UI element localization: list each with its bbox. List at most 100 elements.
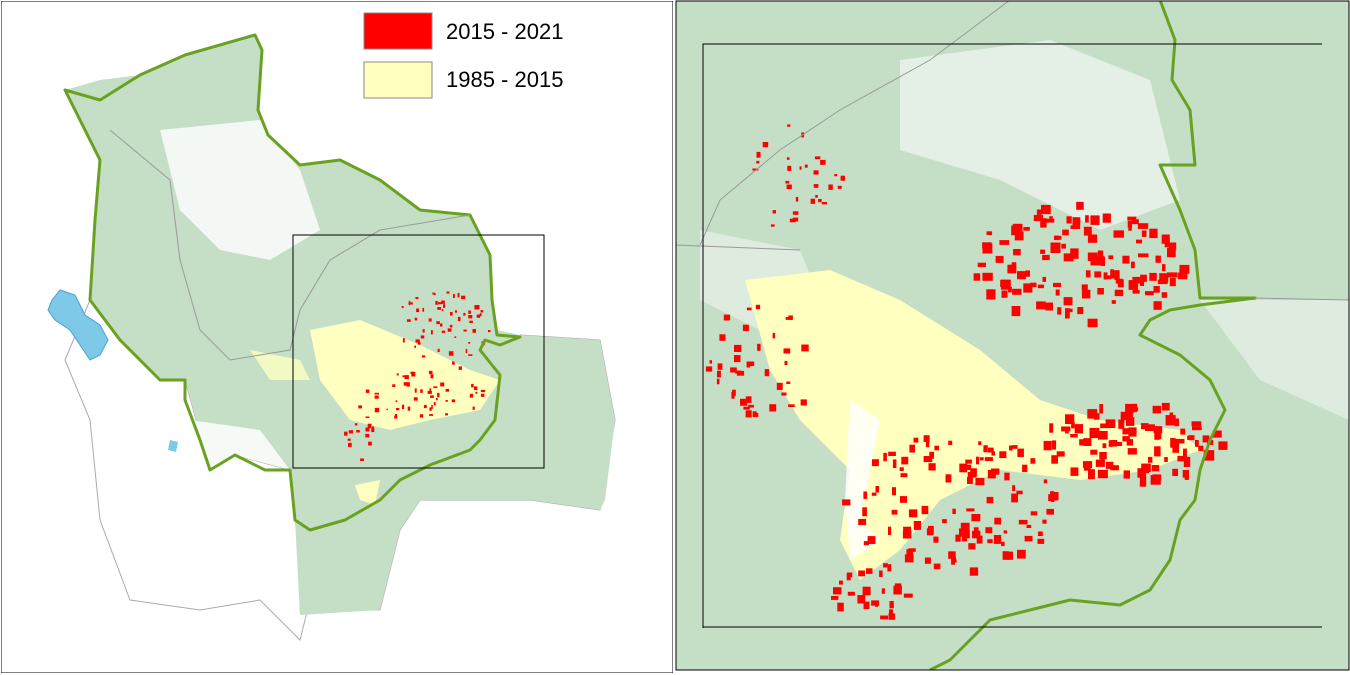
deforestation-2015-2021: [723, 314, 731, 321]
deforestation-2015-2021: [871, 492, 877, 496]
deforestation-2015-2021: [1030, 511, 1038, 516]
non-forest-area: [1200, 300, 1349, 420]
deforestation-2015-2021: [1154, 429, 1162, 440]
deforestation-2015-2021: [1128, 427, 1137, 437]
deforestation-2015-2021: [1056, 451, 1065, 457]
deforestation-2015-2021: [445, 413, 448, 416]
deforestation-2015-2021: [438, 302, 442, 305]
deforestation-2015-2021: [408, 302, 413, 305]
deforestation-2015-2021: [1051, 495, 1055, 502]
deforestation-2015-2021: [448, 351, 454, 356]
deforestation-2015-2021: [892, 487, 896, 496]
deforestation-2015-2021: [1061, 426, 1071, 432]
deforestation-2015-2021: [1038, 531, 1043, 537]
deforestation-2015-2021: [433, 292, 436, 296]
deforestation-2015-2021: [1137, 468, 1147, 478]
deforestation-2015-2021: [982, 272, 993, 281]
deforestation-2015-2021: [1057, 307, 1062, 315]
deforestation-2015-2021: [422, 329, 425, 333]
deforestation-2015-2021: [407, 406, 411, 411]
deforestation-2015-2021: [902, 530, 912, 539]
legend-label: 2015 - 2021: [446, 19, 563, 44]
deforestation-2015-2021: [867, 536, 876, 544]
deforestation-2015-2021: [403, 382, 408, 386]
deforestation-2015-2021: [428, 370, 433, 375]
deforestation-2015-2021: [468, 342, 471, 344]
deforestation-2015-2021: [888, 526, 892, 535]
deforestation-2015-2021: [1074, 424, 1083, 434]
deforestation-2015-2021: [1023, 227, 1030, 231]
deforestation-2015-2021: [1183, 456, 1191, 467]
deforestation-2015-2021: [365, 416, 370, 418]
deforestation-2015-2021: [1132, 290, 1140, 294]
deforestation-2015-2021: [406, 382, 410, 387]
deforestation-2015-2021: [1155, 255, 1161, 263]
deforestation-2015-2021: [887, 564, 892, 572]
deforestation-2015-2021: [705, 366, 713, 372]
deforestation-2015-2021: [837, 185, 842, 189]
deforestation-2015-2021: [468, 354, 473, 356]
legend-swatch: [363, 12, 433, 50]
deforestation-2015-2021: [414, 388, 417, 393]
deforestation-2015-2021: [977, 262, 986, 267]
deforestation-2015-2021: [1042, 254, 1050, 261]
deforestation-2015-2021: [1044, 218, 1055, 223]
deforestation-2015-2021: [450, 312, 453, 316]
deforestation-2015-2021: [1145, 424, 1155, 431]
detail-map: [676, 1, 1349, 670]
deforestation-2015-2021: [1161, 402, 1170, 411]
deforestation-2015-2021: [463, 329, 467, 332]
deforestation-2015-2021: [716, 378, 720, 385]
deforestation-2015-2021: [1113, 442, 1123, 446]
deforestation-2015-2021: [1188, 435, 1195, 441]
deforestation-2015-2021: [1081, 284, 1088, 291]
deforestation-2015-2021: [745, 396, 752, 403]
deforestation-2015-2021: [908, 509, 918, 518]
deforestation-2015-2021: [475, 391, 478, 394]
deforestation-2015-2021: [933, 536, 939, 543]
deforestation-2015-2021: [1065, 308, 1070, 319]
deforestation-2015-2021: [468, 315, 473, 319]
deforestation-2015-2021: [396, 373, 399, 376]
deforestation-2015-2021: [401, 306, 404, 308]
deforestation-2015-2021: [781, 392, 787, 396]
deforestation-2015-2021: [883, 563, 888, 568]
deforestation-2015-2021: [1094, 256, 1104, 262]
deforestation-2015-2021: [804, 164, 808, 168]
deforestation-2015-2021: [1097, 250, 1104, 258]
deforestation-2015-2021: [1083, 438, 1092, 446]
deforestation-2015-2021: [1202, 435, 1210, 443]
deforestation-2015-2021: [831, 596, 839, 600]
deforestation-2015-2021: [1122, 436, 1130, 442]
deforestation-2015-2021: [1013, 249, 1021, 256]
deforestation-2015-2021: [1180, 428, 1186, 435]
deforestation-2015-2021: [423, 404, 427, 409]
deforestation-2015-2021: [1049, 423, 1054, 433]
deforestation-2015-2021: [1177, 455, 1187, 462]
deforestation-2015-2021: [1004, 472, 1010, 481]
deforestation-2015-2021: [1007, 551, 1013, 560]
deforestation-2015-2021: [948, 440, 953, 445]
deforestation-2015-2021: [752, 168, 759, 171]
deforestation-2015-2021: [1164, 457, 1168, 462]
deforestation-2015-2021: [1183, 448, 1187, 459]
deforestation-2015-2021: [748, 361, 755, 367]
deforestation-2015-2021: [1108, 440, 1113, 447]
deforestation-2015-2021: [815, 195, 818, 198]
deforestation-2015-2021: [445, 400, 449, 402]
deforestation-2015-2021: [365, 389, 370, 393]
deforestation-2015-2021: [415, 297, 419, 299]
deforestation-2015-2021: [365, 427, 370, 432]
deforestation-2015-2021: [348, 430, 354, 434]
deforestation-2015-2021: [788, 404, 795, 407]
deforestation-2015-2021: [1139, 476, 1147, 487]
deforestation-2015-2021: [894, 583, 902, 588]
deforestation-2015-2021: [1102, 443, 1107, 449]
deforestation-2015-2021: [799, 166, 802, 170]
deforestation-2015-2021: [360, 458, 364, 461]
deforestation-2015-2021: [354, 423, 358, 426]
deforestation-2015-2021: [784, 360, 788, 365]
deforestation-2015-2021: [1058, 235, 1062, 240]
deforestation-2015-2021: [348, 443, 352, 447]
